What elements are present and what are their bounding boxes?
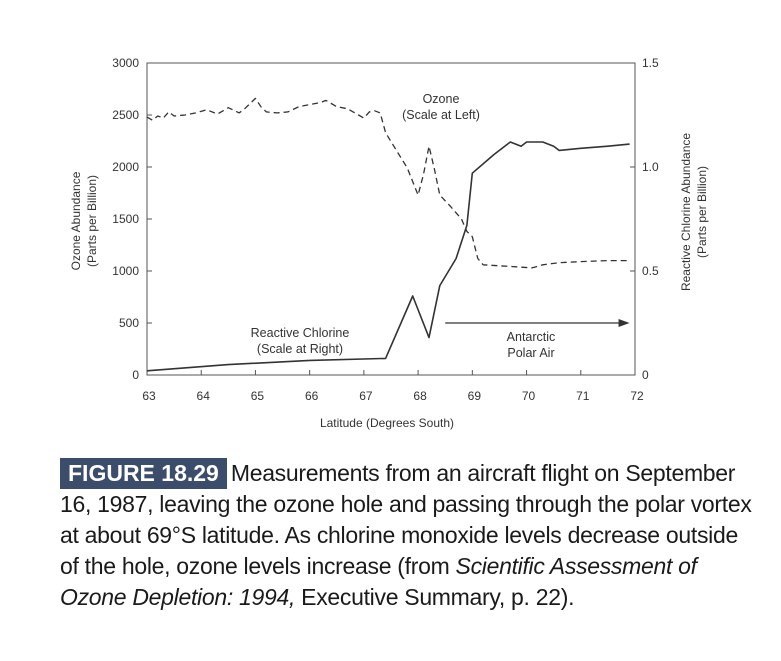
- right-tick-label: 0: [642, 368, 649, 382]
- chlorine-label-line2: (Scale at Right): [257, 342, 343, 356]
- ozone-label-line2: (Scale at Left): [402, 108, 480, 122]
- polar-air-arrow-head: [618, 319, 630, 327]
- polar-air-label-line1: Antarctic: [507, 330, 556, 344]
- chart: 0 500 1000 1500 2000 2500 3000 0 0.5 1.0 1.5 63 64…: [69, 56, 709, 430]
- x-tick-label: 65: [251, 389, 265, 403]
- right-tick-label: 0.5: [642, 264, 659, 278]
- right-axis-ticks: 0 0.5 1.0 1.5: [630, 56, 659, 382]
- x-tick-label: 63: [142, 389, 156, 403]
- figure-caption: FIGURE 18.29 Measurements from an aircraf…: [60, 458, 760, 613]
- reactive-chlorine-series-line: [146, 141, 630, 372]
- plot-frame: [146, 62, 636, 376]
- x-tick-label: 71: [576, 389, 590, 403]
- figure-number-badge: FIGURE 18.29: [60, 458, 227, 489]
- right-axis-title-line1: Reactive Chlorine Abundance: [679, 133, 693, 291]
- polar-air-label-line2: Polar Air: [507, 346, 554, 360]
- left-tick-label: 0: [132, 368, 139, 382]
- left-axis-title-line2: (Parts per Billion): [85, 175, 99, 267]
- x-tick-label: 68: [413, 389, 427, 403]
- left-tick-label: 2500: [112, 108, 139, 122]
- caption-source-title: Scientific Assessment of Ozone Depletion…: [60, 553, 697, 610]
- left-tick-label: 2000: [112, 160, 139, 174]
- ozone-series-line: [146, 97, 630, 269]
- x-tick-label: 66: [305, 389, 319, 403]
- right-tick-label: 1.0: [642, 160, 659, 174]
- chlorine-label-line1: Reactive Chlorine: [251, 326, 350, 340]
- plot-border: [146, 62, 636, 376]
- right-axis-title-line2: (Parts per Billion): [695, 166, 709, 258]
- left-tick-label: 500: [119, 316, 139, 330]
- right-tick-label: 1.5: [642, 56, 659, 70]
- series-layer: [146, 97, 630, 372]
- left-axis-ticks: 0 500 1000 1500 2000 2500 3000: [112, 56, 152, 382]
- x-tick-label: 70: [522, 389, 536, 403]
- x-tick-label: 64: [197, 389, 211, 403]
- left-tick-label: 1000: [112, 264, 139, 278]
- left-axis-title-line1: Ozone Abundance: [69, 171, 83, 270]
- x-tick-label: 72: [630, 389, 644, 403]
- x-axis-ticks: 63 64 65 66 67 68 69 70 71 72: [142, 370, 644, 403]
- caption-text-part1: Measurements from an aircraft flight on …: [60, 460, 752, 579]
- left-tick-label: 1500: [112, 212, 139, 226]
- x-axis-title: Latitude (Degrees South): [320, 416, 454, 430]
- left-tick-label: 3000: [112, 56, 139, 70]
- x-tick-label: 69: [468, 389, 482, 403]
- caption-text-part2: Executive Summary, p. 22).: [295, 584, 575, 610]
- ozone-label-line1: Ozone: [423, 92, 460, 106]
- x-tick-label: 67: [359, 389, 373, 403]
